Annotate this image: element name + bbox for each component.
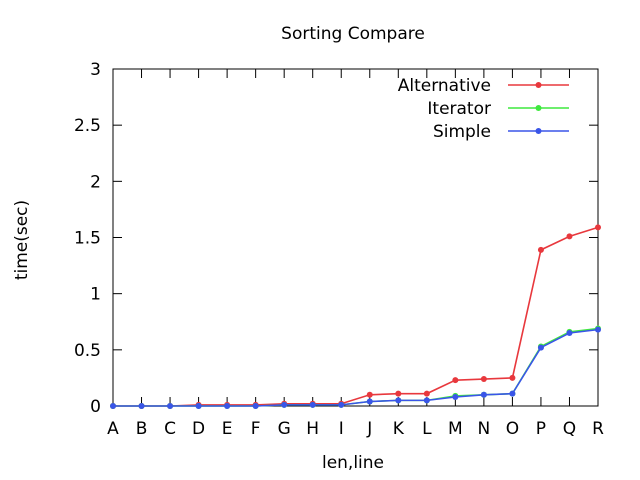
y-tick-label: 0 xyxy=(90,397,101,417)
data-point xyxy=(595,326,601,333)
data-point xyxy=(309,401,316,408)
legend-label: Iterator xyxy=(427,99,491,119)
data-point xyxy=(566,329,573,336)
x-tick-label: K xyxy=(393,419,405,439)
data-point xyxy=(509,374,516,381)
x-tick-label: F xyxy=(251,419,261,439)
x-tick-label: P xyxy=(536,419,546,439)
x-tick-label: I xyxy=(339,419,344,439)
data-point xyxy=(480,376,487,383)
x-tick-label: B xyxy=(136,419,148,439)
data-point xyxy=(423,390,430,397)
data-point xyxy=(224,403,231,409)
x-tick-label: N xyxy=(478,419,491,439)
y-tick-label: 2.5 xyxy=(74,116,101,136)
x-tick-label: D xyxy=(192,419,205,439)
legend: Alternative Iterator Simple xyxy=(398,76,569,142)
y-tick-label: 1.5 xyxy=(74,229,101,249)
data-point xyxy=(195,403,202,409)
data-point xyxy=(110,403,116,409)
data-point xyxy=(452,377,459,384)
data-point xyxy=(281,401,288,408)
data-point xyxy=(480,391,487,398)
x-tick-label: Q xyxy=(563,419,576,439)
data-point xyxy=(366,398,373,405)
legend-label: Simple xyxy=(433,122,491,142)
data-point xyxy=(452,394,459,401)
axis-ticks: 0 0.5 1 1.5 2 2.5 3 A B C D E F G H I J K L M N O P Q R xyxy=(74,60,604,439)
series-alternative xyxy=(110,224,601,409)
series-line xyxy=(113,226,599,407)
y-tick-label: 1 xyxy=(90,285,101,305)
plot-frame xyxy=(112,68,599,407)
legend-marker xyxy=(535,82,542,88)
legend-label: Alternative xyxy=(398,76,491,96)
x-axis-label: len,line xyxy=(322,453,384,473)
data-point xyxy=(167,403,174,409)
y-tick-label: 0.5 xyxy=(74,341,101,361)
series-line xyxy=(113,328,599,407)
series-lines xyxy=(110,224,601,409)
data-point xyxy=(366,391,373,398)
data-point xyxy=(138,403,145,409)
data-point xyxy=(595,224,601,231)
data-point xyxy=(509,390,516,397)
legend-marker xyxy=(535,105,542,111)
data-point xyxy=(338,401,345,408)
x-tick-label: A xyxy=(107,419,119,439)
series-simple xyxy=(110,326,601,409)
series-line xyxy=(113,327,599,407)
data-point xyxy=(537,344,544,351)
data-point xyxy=(566,233,573,240)
x-tick-label: G xyxy=(278,419,291,439)
data-point xyxy=(423,397,430,404)
y-tick-label: 3 xyxy=(90,60,101,80)
x-tick-label: H xyxy=(306,419,319,439)
data-point xyxy=(252,403,259,409)
x-tick-label: L xyxy=(422,419,432,439)
data-point xyxy=(395,390,402,397)
x-tick-label: E xyxy=(222,419,233,439)
data-point xyxy=(537,246,544,253)
x-tick-label: R xyxy=(592,419,604,439)
y-axis-label: time(sec) xyxy=(12,200,32,280)
x-tick-label: C xyxy=(164,419,176,439)
x-tick-label: J xyxy=(366,419,372,439)
series-iterator xyxy=(110,325,601,409)
y-tick-label: 2 xyxy=(90,172,101,192)
x-tick-label: O xyxy=(506,419,519,439)
chart-title: Sorting Compare xyxy=(281,24,425,44)
legend-marker xyxy=(535,128,542,134)
x-tick-label: M xyxy=(448,419,463,439)
data-point xyxy=(395,397,402,404)
